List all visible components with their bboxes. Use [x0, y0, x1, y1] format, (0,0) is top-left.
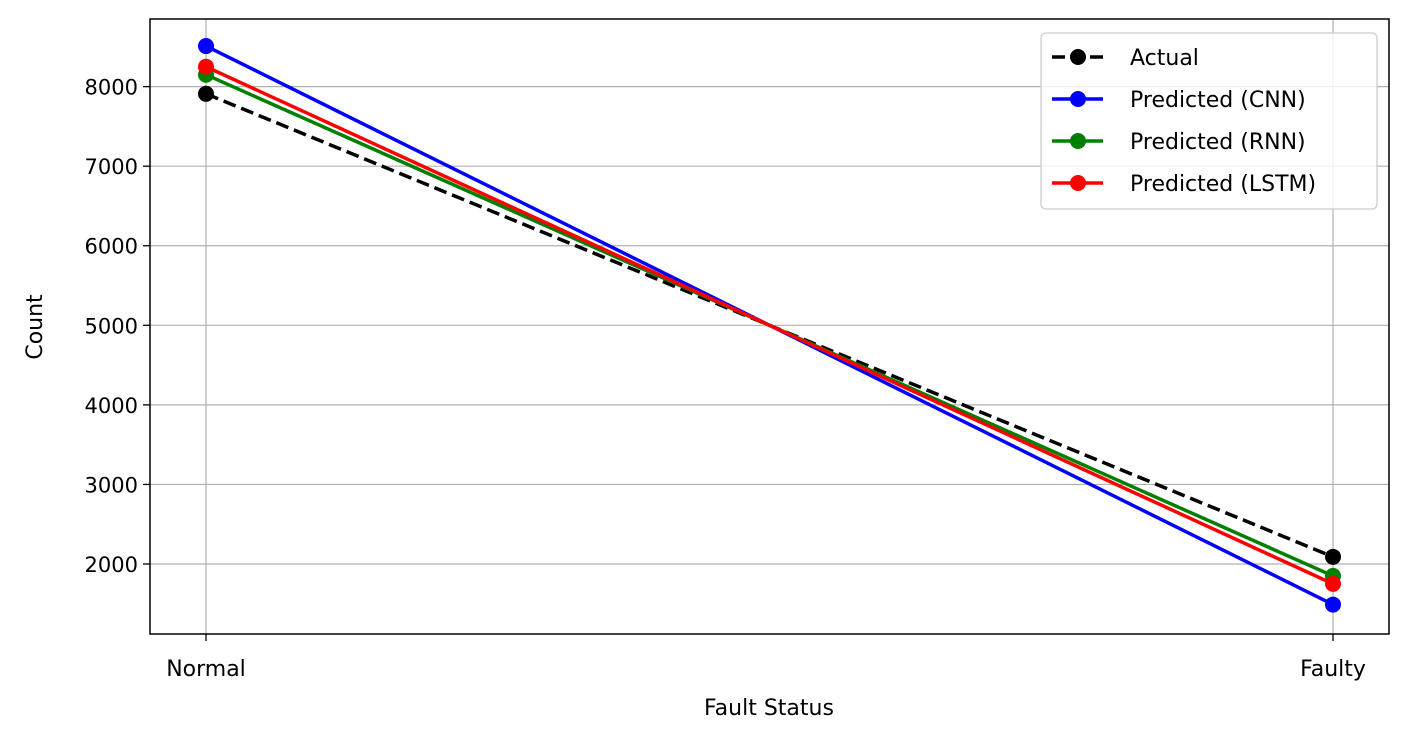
- plot-frame: [149, 18, 1390, 635]
- grid: [150, 19, 1389, 634]
- legend-marker: [1070, 91, 1086, 107]
- series-3: [198, 58, 1341, 592]
- legend-label: Predicted (LSTM): [1130, 172, 1316, 197]
- legend-item: Predicted (RNN): [1052, 130, 1306, 155]
- y-tick-label: 2000: [85, 553, 138, 577]
- legend-label: Predicted (CNN): [1130, 88, 1306, 113]
- data-point: [198, 58, 214, 75]
- y-tick-label: 5000: [85, 314, 138, 338]
- data-point: [198, 38, 214, 55]
- y-tick-label: 8000: [85, 76, 138, 100]
- series-layer: [198, 38, 1341, 613]
- legend-item: Predicted (CNN): [1052, 88, 1306, 113]
- legend-marker: [1070, 133, 1086, 149]
- x-tick-label: Faulty: [1300, 657, 1366, 682]
- data-point: [1325, 575, 1341, 592]
- y-tick-label: 4000: [85, 394, 138, 418]
- legend: Actual Predicted (CNN) Predicted (RNN) Pred…: [1040, 32, 1378, 210]
- axis-ticks: 2000 3000 4000 5000 6000 7000 8000 Normal Faulty: [85, 76, 1366, 682]
- y-tick-label: 6000: [85, 235, 138, 259]
- y-axis-label: Count: [23, 294, 48, 360]
- data-point: [198, 85, 214, 102]
- legend-item: Actual: [1052, 46, 1199, 71]
- legend-label: Actual: [1130, 46, 1199, 71]
- x-axis-label: Fault Status: [704, 696, 834, 721]
- y-tick-label: 3000: [85, 473, 138, 497]
- y-tick-label: 7000: [85, 155, 138, 179]
- data-point: [1325, 596, 1341, 613]
- data-point: [1325, 548, 1341, 565]
- series-line: [205, 65, 1334, 586]
- legend-marker: [1070, 175, 1086, 191]
- legend-label: Predicted (RNN): [1130, 130, 1306, 155]
- legend-box: [1040, 32, 1378, 210]
- legend-item: Predicted (LSTM): [1052, 172, 1316, 197]
- x-tick-label: Normal: [166, 657, 246, 682]
- legend-marker: [1070, 49, 1086, 65]
